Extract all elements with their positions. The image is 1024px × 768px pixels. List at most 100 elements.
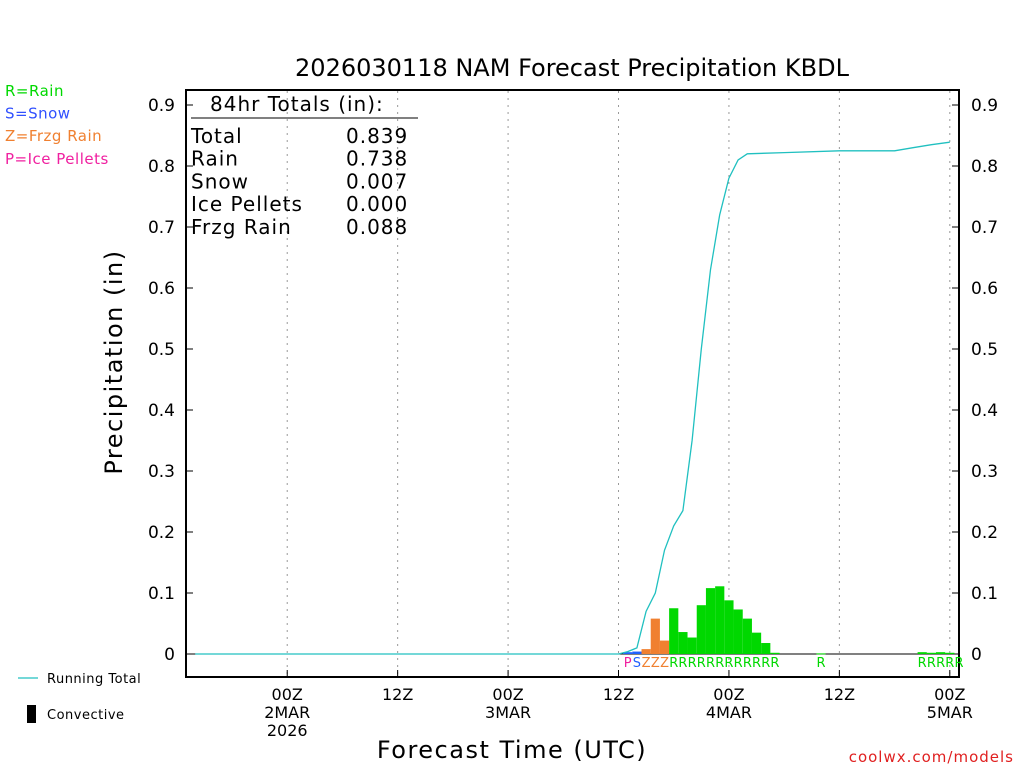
series-legend: Running Total Convective: [18, 672, 141, 723]
series-legend-label: Convective: [47, 708, 125, 723]
ytick-label-left: 0.8: [148, 157, 175, 177]
bar-rain: [696, 605, 706, 654]
y-axis-right: 0 0.1 0.2 0.3 0.4 0.5 0.6 0.7 0.8 0.9: [952, 96, 998, 665]
xtick-label: 00Z: [272, 685, 303, 704]
y-axis-left: 0 0.1 0.2 0.3 0.4 0.5 0.6 0.7 0.8 0.9: [148, 96, 193, 665]
type-code-frzg: Z: [642, 656, 651, 671]
type-code-snow: S: [633, 656, 641, 671]
bar-rain: [724, 600, 734, 654]
bar-rain: [678, 632, 688, 654]
plot-frame: [185, 89, 960, 678]
totals-value: 0.000: [346, 192, 408, 216]
ytick-label-left: 0: [164, 645, 175, 665]
ytick-label-right: 0.3: [971, 462, 998, 482]
precip-bars: [623, 586, 955, 655]
totals-value: 0.839: [346, 124, 408, 148]
running-total-line: [195, 141, 950, 655]
ytick-label-right: 0.4: [971, 401, 998, 421]
ytick-label-right: 0.1: [971, 584, 998, 604]
ytick-label-right: 0.2: [971, 523, 998, 543]
type-code-rain: R: [697, 656, 706, 671]
ytick-label-left: 0.5: [148, 340, 175, 360]
ytick-label-left: 0.2: [148, 523, 175, 543]
bar-rain: [917, 652, 927, 654]
type-code-rain: R: [761, 656, 770, 671]
type-code-rain: R: [688, 656, 697, 671]
ytick-label-right: 0.5: [971, 340, 998, 360]
type-code-rain: R: [927, 656, 936, 671]
totals-label: Total: [190, 124, 243, 148]
type-code-rain: R: [669, 656, 678, 671]
ytick-label-left: 0.1: [148, 584, 175, 604]
bar-frzg: [650, 618, 660, 654]
xtick-label: 2026: [267, 721, 308, 740]
type-legend-entry: P=Ice Pellets: [5, 150, 109, 168]
bar-rain: [761, 643, 771, 654]
ytick-label-left: 0.4: [148, 401, 175, 421]
totals-value: 0.738: [346, 147, 408, 171]
bar-rain: [945, 652, 955, 654]
bar-rain: [751, 632, 762, 654]
type-code-rain: R: [743, 656, 752, 671]
totals-header: 84hr Totals (in):: [210, 92, 384, 116]
bar-rain: [687, 637, 697, 654]
precip-type-legend: R=Rain S=Snow Z=Frzg Rain P=Ice Pellets: [5, 82, 109, 168]
type-code-rain: R: [752, 656, 761, 671]
xtick-label: 4MAR: [706, 703, 752, 722]
credit-text: coolwx.com/models: [849, 748, 1014, 766]
totals-value: 0.007: [346, 169, 408, 193]
type-legend-entry: R=Rain: [5, 82, 64, 100]
ytick-label-left: 0.7: [148, 218, 175, 238]
legend-bar-swatch: [27, 705, 36, 723]
xtick-label: 00Z: [713, 685, 744, 704]
xtick-label: 00Z: [492, 685, 523, 704]
ytick-label-right: 0: [971, 645, 982, 665]
bar-snow: [623, 652, 633, 654]
xtick-label: 2MAR: [264, 703, 310, 722]
xtick-label: 00Z: [934, 685, 965, 704]
series-legend-label: Running Total: [47, 672, 141, 687]
bar-rain: [935, 652, 946, 654]
ytick-label-right: 0.6: [971, 279, 998, 299]
xtick-label: 5MAR: [927, 703, 973, 722]
y-axis-title: Precipitation (in): [100, 249, 128, 474]
totals-label: Frzg Rain: [191, 215, 292, 239]
type-legend-entry: Z=Frzg Rain: [5, 127, 102, 145]
chart-title: 2026030118 NAM Forecast Precipitation KB…: [295, 54, 850, 82]
bar-rain: [770, 652, 780, 654]
xtick-label: 3MAR: [485, 703, 531, 722]
bar-rain: [742, 618, 752, 654]
type-code-rain: R: [715, 656, 724, 671]
type-code-ice: P: [624, 656, 632, 671]
type-code-rain: R: [734, 656, 743, 671]
type-code-rain: R: [724, 656, 733, 671]
type-code-rain: R: [954, 656, 963, 671]
bar-frzg: [659, 640, 670, 654]
xtick-label: 12Z: [382, 685, 413, 704]
ytick-label-left: 0.9: [148, 96, 175, 116]
totals-value: 0.088: [346, 215, 408, 239]
type-code-frzg: Z: [660, 656, 669, 671]
bar-snow: [632, 651, 642, 654]
totals-label: Rain: [191, 147, 239, 171]
bar-rain: [669, 608, 679, 654]
bar-rain: [816, 653, 826, 655]
x-axis-title: Forecast Time (UTC): [377, 736, 647, 764]
type-code-rain: R: [816, 656, 825, 671]
bar-frzg: [641, 649, 651, 654]
type-legend-entry: S=Snow: [5, 105, 71, 123]
type-code-rain: R: [770, 656, 779, 671]
xtick-label: 12Z: [603, 685, 634, 704]
type-code-rain: R: [918, 656, 927, 671]
xtick-label: 12Z: [824, 685, 855, 704]
bar-rain: [733, 609, 743, 654]
bar-rain: [926, 652, 936, 654]
type-code-rain: R: [706, 656, 715, 671]
totals-label: Ice Pellets: [191, 192, 303, 216]
type-code-rain: R: [936, 656, 945, 671]
type-code-frzg: Z: [651, 656, 660, 671]
ytick-label-left: 0.3: [148, 462, 175, 482]
